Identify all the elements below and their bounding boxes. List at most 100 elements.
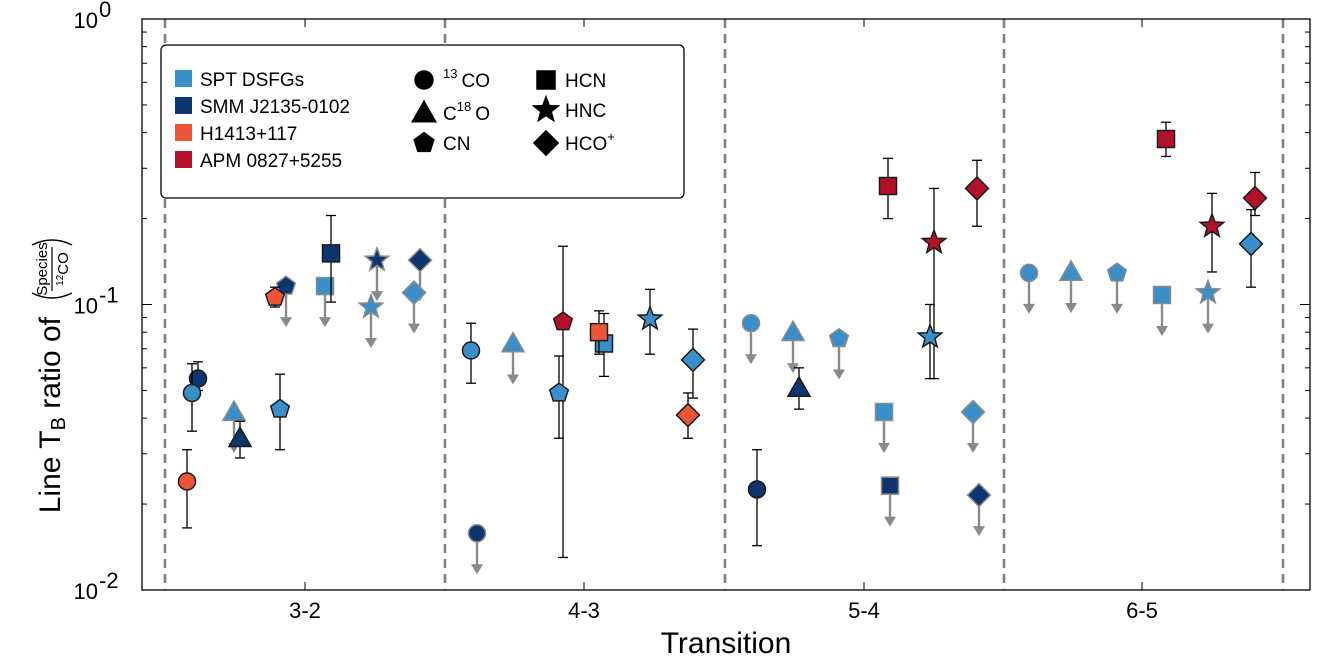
- legend-source-label-0: SPT DSFGs: [200, 70, 304, 91]
- marker-circle: [1019, 263, 1039, 283]
- legend-swatch-2: [175, 124, 192, 141]
- marker-circle: [461, 341, 481, 360]
- marker-star: [357, 292, 385, 319]
- marker-diamond: [675, 402, 701, 428]
- data-point-4-3-CN-17: [552, 245, 574, 559]
- data-point-3-2-HCOplus-13: [401, 280, 427, 334]
- marker-square: [1152, 285, 1172, 305]
- marker-diamond: [960, 399, 986, 425]
- marker-diamond: [680, 347, 706, 373]
- marker-star: [363, 245, 391, 272]
- marker-diamond: [964, 175, 990, 201]
- data-point-6-5-HCN-40: [1152, 285, 1172, 336]
- marker-square: [878, 176, 898, 196]
- legend-source-label-1: SMM J2135-0102: [200, 97, 350, 118]
- data-point-5-4-HCOplus-36: [966, 482, 992, 537]
- upper-limit-arrow: [280, 317, 292, 328]
- y-tick-label: 10: [74, 579, 98, 604]
- marker-square: [321, 244, 341, 263]
- data-point-3-2-HNC-10: [363, 245, 391, 302]
- upper-limit-arrow: [967, 443, 979, 454]
- data-point-6-5-CN-39: [1106, 262, 1128, 314]
- data-point-5-4-HNC-32: [920, 187, 948, 380]
- x-tick-label: 6-5: [1126, 598, 1158, 623]
- marker-pentagon: [264, 286, 286, 306]
- marker-square: [589, 322, 609, 342]
- upper-limit-arrow: [1023, 303, 1035, 314]
- upper-limit-arrow: [365, 338, 377, 349]
- data-point-3-2-CN-6: [275, 275, 297, 328]
- upper-limit-arrow: [1156, 325, 1168, 336]
- marker-square: [874, 402, 894, 422]
- x-tick-label: 4-3: [568, 598, 600, 623]
- marker-triangle: [780, 319, 806, 342]
- marker-triangle: [221, 399, 247, 422]
- data-point-4-3-13CO-14: [461, 322, 481, 384]
- x-tick-label: 3-2: [289, 598, 321, 623]
- marker-triangle: [227, 425, 253, 448]
- legend-swatch-3: [175, 151, 192, 168]
- legend: SPT DSFGs SMM J2135-0102 H1413+117 APM 0827…: [160, 44, 685, 199]
- data-point-5-4-13CO-25: [747, 449, 767, 547]
- y-tick-label: 10: [74, 8, 98, 33]
- data-point-5-4-C18O-26: [780, 319, 806, 374]
- legend-marker-circle: [414, 70, 434, 90]
- marker-diamond: [966, 482, 992, 508]
- marker-circle: [177, 472, 197, 491]
- legend-marker-square: [536, 70, 556, 90]
- data-point-4-3-HNC-21: [636, 288, 664, 355]
- upper-limit-arrow: [1202, 323, 1214, 334]
- data-point-6-5-HCN-41: [1156, 121, 1176, 158]
- upper-limit-arrow: [471, 564, 483, 575]
- x-tick-label: 5-4: [848, 598, 880, 623]
- legend-swatch-1: [175, 97, 192, 114]
- upper-limit-arrow: [1065, 302, 1077, 313]
- data-point-4-3-HCN-20: [589, 310, 609, 355]
- data-point-5-4-CN-28: [828, 327, 850, 380]
- data-point-3-2-C18O-4: [227, 420, 253, 459]
- y-axis-label: Line TB ratio of Species 12CO: [31, 239, 73, 513]
- legend-marker-pentagon: [413, 131, 435, 153]
- upper-limit-arrow: [507, 374, 519, 385]
- legend-species-label-0: 13 CO: [443, 66, 490, 92]
- data-point-5-4-13CO-24: [741, 313, 761, 365]
- upper-limit-arrow: [884, 516, 896, 527]
- upper-limit-arrow: [745, 354, 757, 365]
- marker-circle: [747, 480, 767, 499]
- marker-pentagon: [548, 382, 570, 402]
- marker-diamond: [401, 280, 427, 306]
- data-point-5-4-C18O-27: [786, 367, 812, 410]
- legend-species-label-2: CN: [443, 134, 470, 155]
- legend-swatch-0: [175, 70, 192, 87]
- legend-species-label-5: HCO+: [565, 129, 615, 155]
- data-point-6-5-13CO-37: [1019, 263, 1039, 314]
- marker-star: [920, 227, 948, 255]
- y-axis-label-text: Line TB ratio of: [34, 316, 70, 513]
- marker-circle: [182, 383, 202, 403]
- data-point-5-4-HCN-30: [874, 402, 894, 454]
- data-point-6-5-HCOplus-45: [1238, 208, 1264, 288]
- marker-pentagon: [552, 311, 574, 331]
- data-point-5-4-HCN-29: [878, 157, 898, 220]
- y-axis-label-numerator: Species: [34, 242, 51, 295]
- data-point-4-3-C18O-16: [500, 330, 526, 385]
- marker-square: [1156, 129, 1176, 149]
- y-tick-label-exponent: 0: [99, 0, 111, 22]
- data-point-3-2-CN-7: [264, 286, 286, 308]
- data-point-6-5-HNC-42: [1198, 192, 1226, 273]
- data-point-3-2-CN-5: [269, 373, 291, 451]
- data-point-4-3-CN-18: [548, 355, 570, 439]
- data-point-3-2-13CO-2: [177, 449, 197, 529]
- upper-limit-arrow: [408, 323, 420, 334]
- marker-triangle: [786, 375, 812, 398]
- y-axis-label-paren-right: [31, 239, 73, 246]
- marker-star: [636, 304, 664, 331]
- data-point-3-2-HCN-9: [321, 214, 341, 303]
- data-point-5-4-HCOplus-35: [960, 399, 986, 454]
- legend-species-label-1: C18 O: [443, 99, 490, 125]
- data-point-6-5-HNC-43: [1194, 278, 1222, 334]
- data-point-4-3-13CO-15: [467, 524, 487, 575]
- data-point-4-3-HCOplus-22: [680, 328, 706, 399]
- upper-limit-arrow: [371, 291, 383, 302]
